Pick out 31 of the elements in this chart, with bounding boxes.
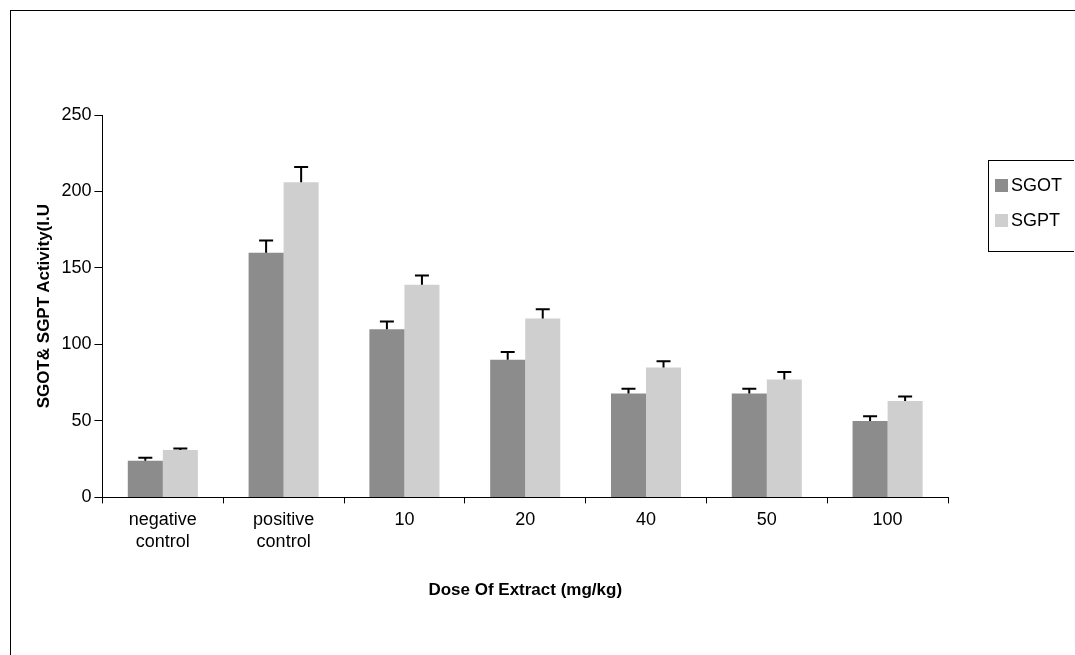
x-tick-label: 40 — [636, 509, 657, 530]
legend-label: SGPT — [1011, 210, 1061, 231]
y-tick-label: 0 — [81, 486, 92, 507]
bar — [610, 393, 647, 497]
legend-label: SGOT — [1011, 175, 1063, 196]
x-tick-label: negative control — [128, 509, 197, 551]
bar — [852, 420, 888, 497]
bar — [766, 379, 802, 497]
bar — [369, 329, 405, 497]
bar — [887, 401, 923, 497]
bar — [248, 252, 284, 497]
y-tick-label: 150 — [61, 256, 92, 277]
x-tick-label: 50 — [756, 509, 777, 530]
x-tick-label: 10 — [394, 509, 415, 530]
bar — [283, 182, 319, 497]
bar — [162, 449, 198, 497]
bar — [490, 359, 526, 497]
bar — [731, 393, 767, 497]
y-tick-label: 100 — [61, 333, 92, 354]
y-axis-title: SGOT& SGPT Activity(I.U — [33, 204, 53, 409]
bar — [646, 367, 682, 497]
x-axis-title: Dose Of Extract (mg/kg) — [428, 580, 623, 600]
y-tick-label: 50 — [71, 409, 92, 430]
y-tick-label: 250 — [61, 103, 92, 124]
bar — [404, 284, 440, 497]
y-tick-label: 200 — [61, 180, 92, 201]
x-tick-label: positive control — [253, 509, 315, 551]
x-tick-label: 100 — [872, 509, 903, 530]
bar — [525, 318, 561, 497]
x-tick-label: 20 — [515, 509, 536, 530]
bar — [127, 460, 163, 497]
